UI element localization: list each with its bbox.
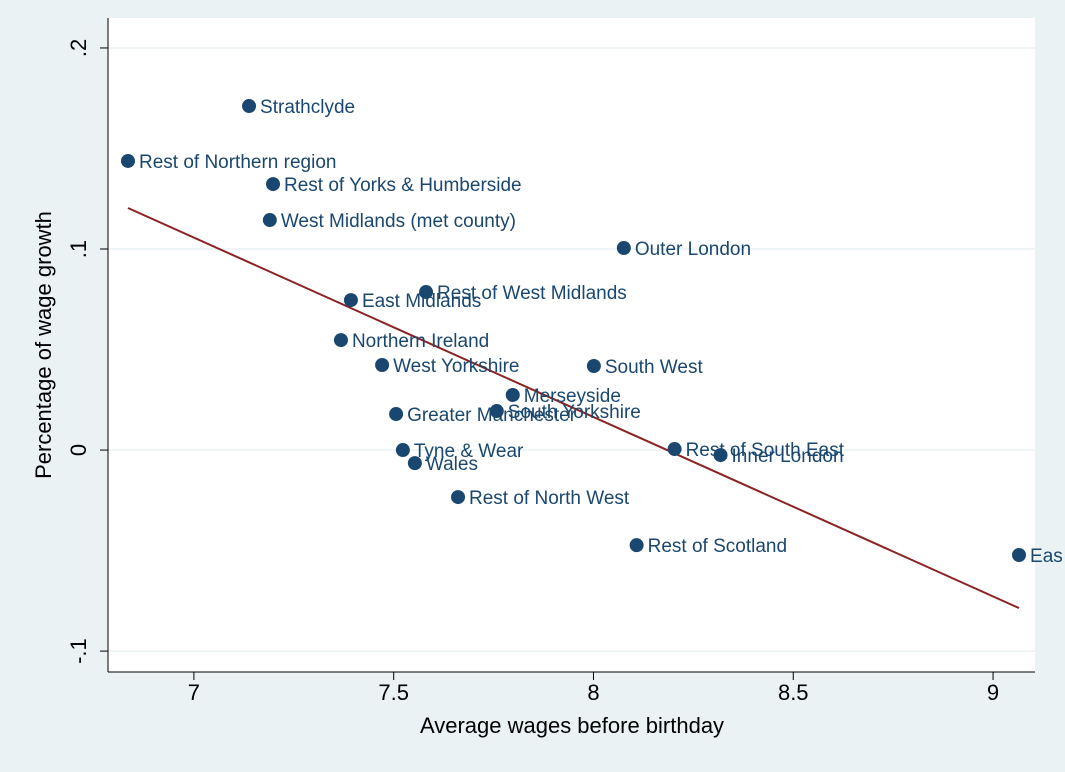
point xyxy=(333,333,348,348)
point-label: Rest of Scotland xyxy=(648,536,787,557)
point xyxy=(1012,547,1027,562)
point-label: South Yorkshire xyxy=(508,402,641,423)
point xyxy=(242,99,257,114)
y-tick-label: 0 xyxy=(66,444,91,456)
point-label: Inner London xyxy=(732,446,844,467)
y-tick-label: .1 xyxy=(66,240,91,258)
x-tick-label: 8 xyxy=(587,680,599,705)
point xyxy=(266,177,281,192)
point-label: East Midlands xyxy=(362,291,481,312)
plot-area xyxy=(108,18,1035,672)
x-axis-title: Average wages before birthday xyxy=(420,713,724,738)
point xyxy=(586,359,601,374)
point-label: Rest of Northern region xyxy=(139,152,337,173)
point xyxy=(343,293,358,308)
point xyxy=(407,456,422,471)
x-tick-label: 9 xyxy=(987,680,999,705)
point xyxy=(451,490,466,505)
point xyxy=(375,358,390,373)
point-label: Northern Ireland xyxy=(352,331,489,352)
point-label: Rest of West Midlands xyxy=(437,283,627,304)
point xyxy=(667,442,682,457)
point xyxy=(262,213,277,228)
point-label: Rest of North West xyxy=(469,488,630,509)
fit-line xyxy=(127,207,1020,609)
point-label: Eas xyxy=(1030,546,1063,567)
point xyxy=(629,538,644,553)
point xyxy=(713,448,728,463)
point xyxy=(395,443,410,458)
point-label: West Yorkshire xyxy=(393,356,519,377)
point xyxy=(120,153,135,168)
y-tick-label: .2 xyxy=(66,39,91,57)
x-tick-label: 7 xyxy=(188,680,200,705)
point-label: Merseyside xyxy=(524,386,621,407)
point-label: West Midlands (met county) xyxy=(281,211,516,232)
point-label: Rest of Yorks & Humberside xyxy=(284,175,522,196)
point-label: South West xyxy=(605,357,704,378)
point xyxy=(616,240,631,255)
point-label: Wales xyxy=(426,454,478,475)
x-tick-label: 8.5 xyxy=(778,680,809,705)
point xyxy=(505,387,520,402)
y-axis-title: Percentage of wage growth xyxy=(31,211,56,479)
point-label: Strathclyde xyxy=(260,97,355,118)
point xyxy=(419,285,434,300)
point-label: Tyne & Wear xyxy=(414,441,524,462)
y-tick-label: -.1 xyxy=(66,638,91,664)
point-label: Outer London xyxy=(635,239,751,260)
point xyxy=(389,407,404,422)
x-tick-label: 7.5 xyxy=(378,680,409,705)
point xyxy=(489,404,504,419)
